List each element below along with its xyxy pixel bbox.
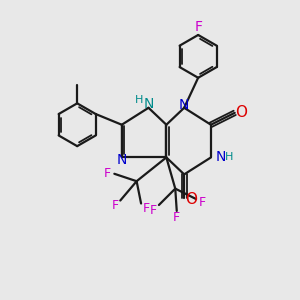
Text: F: F	[199, 196, 206, 208]
Text: F: F	[150, 204, 157, 217]
Text: N: N	[215, 150, 226, 164]
Text: N: N	[143, 97, 154, 111]
Text: F: F	[104, 167, 111, 180]
Text: H: H	[225, 152, 233, 162]
Text: F: F	[111, 200, 118, 212]
Text: F: F	[143, 202, 150, 215]
Text: F: F	[173, 211, 180, 224]
Text: F: F	[194, 20, 202, 34]
Text: N: N	[179, 98, 189, 112]
Text: O: O	[185, 192, 197, 207]
Text: N: N	[117, 153, 127, 167]
Text: O: O	[235, 105, 247, 120]
Text: H: H	[135, 95, 143, 105]
